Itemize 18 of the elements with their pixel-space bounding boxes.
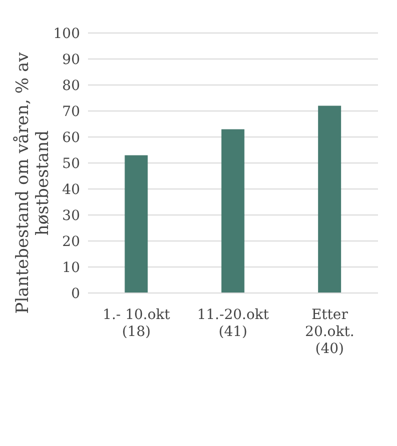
y-tick-label: 10 <box>62 260 80 276</box>
y-tick-label: 30 <box>62 208 80 224</box>
x-tick-label: 1.- 10.okt (18) <box>102 307 170 340</box>
bar <box>221 129 244 293</box>
y-tick-label: 40 <box>62 182 80 198</box>
bar <box>124 155 148 293</box>
y-tick-label: 0 <box>71 286 80 302</box>
y-tick-label: 100 <box>53 26 80 42</box>
y-tick-label: 20 <box>62 234 80 250</box>
y-tick-label: 80 <box>62 78 80 94</box>
x-tick-label: Etter 20.okt. (40) <box>305 307 354 357</box>
x-tick-label: 11.-20.okt (41) <box>197 307 270 340</box>
bar <box>318 106 342 293</box>
y-tick-label: 50 <box>62 156 80 172</box>
y-tick-label: 90 <box>62 52 80 68</box>
y-tick-label: 70 <box>62 104 80 120</box>
y-tick-label: 60 <box>62 130 80 146</box>
y-axis-title: Plantebestand om våren, % av høstbestand <box>13 51 53 316</box>
